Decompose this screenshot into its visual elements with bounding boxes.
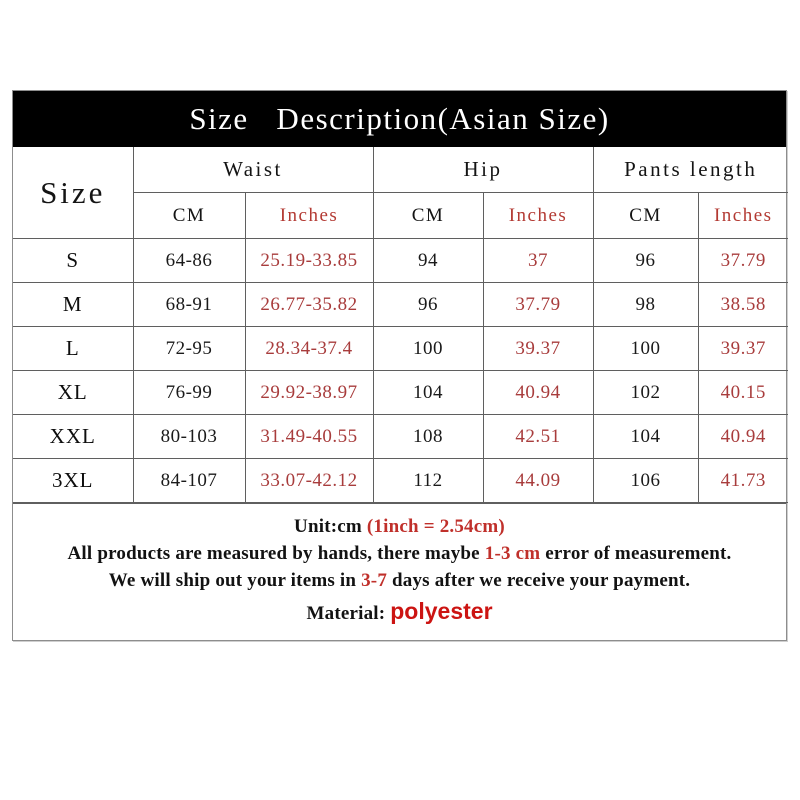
cell-pants-cm: 98 xyxy=(592,282,699,327)
cell-waist-cm: 68-91 xyxy=(132,282,246,327)
cell-hip-cm: 94 xyxy=(372,238,484,283)
cell-size: XXL xyxy=(13,414,134,459)
cell-hip-in: 37.79 xyxy=(482,282,594,327)
cell-pants-in: 38.58 xyxy=(697,282,788,327)
measurement-text-b: error of measurement. xyxy=(540,542,732,564)
footer-notes: Unit:cm (1inch = 2.54cm) All products ar… xyxy=(13,503,786,640)
column-header-pants-length: Pants length xyxy=(592,147,788,193)
cell-pants-cm: 102 xyxy=(592,370,699,415)
table-row: XXL 80-103 31.49-40.55 108 42.51 104 40.… xyxy=(13,414,788,459)
table-body: S 64-86 25.19-33.85 94 37 96 37.79 M 68-… xyxy=(13,238,788,503)
table-header: Size Waist Hip Pants length CM Inches CM… xyxy=(13,147,788,239)
column-header-hip: Hip xyxy=(372,147,594,193)
cell-hip-cm: 104 xyxy=(372,370,484,415)
cell-waist-in: 25.19-33.85 xyxy=(244,238,374,283)
cell-waist-cm: 84-107 xyxy=(132,458,246,503)
cell-size: M xyxy=(13,282,134,327)
cell-waist-cm: 64-86 xyxy=(132,238,246,283)
cell-waist-cm: 80-103 xyxy=(132,414,246,459)
cell-pants-cm: 100 xyxy=(592,326,699,371)
table-row: S 64-86 25.19-33.85 94 37 96 37.79 xyxy=(13,238,788,283)
cell-pants-in: 37.79 xyxy=(697,238,788,283)
page-title: Size Description(Asian Size) xyxy=(189,101,610,136)
cell-pants-cm: 104 xyxy=(592,414,699,459)
cell-pants-cm: 106 xyxy=(592,458,699,503)
cell-hip-cm: 100 xyxy=(372,326,484,371)
table-row: XL 76-99 29.92-38.97 104 40.94 102 40.15 xyxy=(13,370,788,415)
cell-waist-in: 29.92-38.97 xyxy=(244,370,374,415)
measurement-text-a: All products are measured by hands, ther… xyxy=(67,542,485,564)
cell-waist-in: 26.77-35.82 xyxy=(244,282,374,327)
subheader-pants-cm: CM xyxy=(592,192,699,239)
footer-line-material: Material: polyester xyxy=(21,595,778,628)
shipping-text-a: We will ship out your items in xyxy=(108,569,362,591)
shipping-days: 3-7 xyxy=(361,569,388,591)
table-row: 3XL 84-107 33.07-42.12 112 44.09 106 41.… xyxy=(13,458,788,503)
title-bar: Size Description(Asian Size) xyxy=(13,91,786,147)
cell-size: L xyxy=(13,326,134,371)
cell-pants-cm: 96 xyxy=(592,238,699,283)
cell-hip-in: 44.09 xyxy=(482,458,594,503)
subheader-waist-inches: Inches xyxy=(244,192,374,239)
cell-hip-in: 42.51 xyxy=(482,414,594,459)
cell-hip-in: 40.94 xyxy=(482,370,594,415)
cell-waist-in: 31.49-40.55 xyxy=(244,414,374,459)
size-chart-card: Size Description(Asian Size) Size Waist … xyxy=(12,90,788,641)
cell-waist-in: 28.34-37.4 xyxy=(244,326,374,371)
table-row: L 72-95 28.34-37.4 100 39.37 100 39.37 xyxy=(13,326,788,371)
column-header-waist: Waist xyxy=(132,147,374,193)
cell-pants-in: 39.37 xyxy=(697,326,788,371)
subheader-hip-cm: CM xyxy=(372,192,484,239)
cell-waist-cm: 72-95 xyxy=(132,326,246,371)
footer-line-unit: Unit:cm (1inch = 2.54cm) xyxy=(21,514,778,541)
cell-hip-cm: 96 xyxy=(372,282,484,327)
unit-label: Unit:cm xyxy=(294,516,367,537)
cell-size: XL xyxy=(13,370,134,415)
measurement-tolerance: 1-3 cm xyxy=(484,542,541,564)
subheader-waist-cm: CM xyxy=(133,192,246,239)
cell-hip-cm: 108 xyxy=(372,414,484,459)
cell-waist-in: 33.07-42.12 xyxy=(244,458,374,503)
cell-size: S xyxy=(13,238,134,283)
subheader-pants-inches: Inches xyxy=(697,192,788,239)
table-row: M 68-91 26.77-35.82 96 37.79 98 38.58 xyxy=(13,282,788,327)
cell-pants-in: 40.94 xyxy=(697,414,788,459)
subheader-hip-inches: Inches xyxy=(482,192,594,239)
cell-pants-in: 40.15 xyxy=(697,370,788,415)
cell-hip-in: 37 xyxy=(482,238,594,283)
unit-conversion: (1inch = 2.54cm) xyxy=(366,516,505,537)
footer-line-shipping: We will ship out your items in 3-7 days … xyxy=(21,568,778,595)
cell-hip-cm: 112 xyxy=(372,458,484,503)
shipping-text-b: days after we receive your payment. xyxy=(387,569,691,591)
cell-hip-in: 39.37 xyxy=(482,326,594,371)
column-header-size: Size xyxy=(13,147,134,239)
material-label: Material: xyxy=(306,602,391,624)
size-table: Size Waist Hip Pants length CM Inches CM… xyxy=(13,147,788,503)
footer-line-measurement: All products are measured by hands, ther… xyxy=(21,541,778,568)
cell-pants-in: 41.73 xyxy=(697,458,788,503)
cell-size: 3XL xyxy=(13,458,134,503)
material-value: polyester xyxy=(390,597,493,624)
cell-waist-cm: 76-99 xyxy=(132,370,246,415)
